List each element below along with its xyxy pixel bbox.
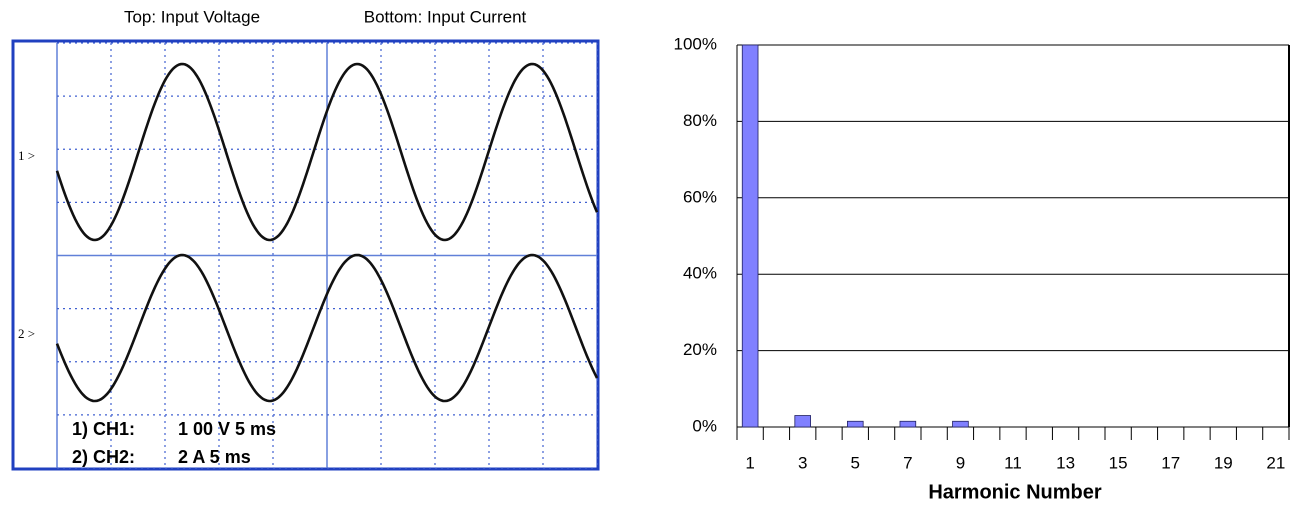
x-tick-label: 17	[1161, 453, 1180, 472]
x-tick-label: 11	[1004, 453, 1022, 472]
channel-label: 2) CH2:	[72, 447, 135, 467]
x-tick-label: 7	[903, 453, 912, 472]
x-axis-title: Harmonic Number	[928, 481, 1102, 503]
channel-label: 1) CH1:	[72, 419, 135, 439]
bar	[741, 44, 759, 428]
bar	[952, 420, 969, 428]
x-tick-label: 19	[1214, 453, 1233, 472]
bar	[847, 420, 864, 428]
x-tick-label: 15	[1109, 453, 1128, 472]
x-tick-label: 1	[745, 453, 754, 472]
channel-marker: 1 >	[18, 148, 35, 163]
y-tick-label: 20%	[683, 340, 717, 359]
channel-setting: 1 00 V 5 ms	[178, 419, 276, 439]
current-trace	[55, 253, 599, 403]
harmonic-chart: Harmonic Number 0%20%40%60%80%100%1 3 5 7 9 1…	[674, 34, 1290, 503]
y-tick-label: 0%	[692, 416, 717, 435]
channel-marker: 2 >	[18, 326, 35, 341]
x-tick-label: 21	[1266, 453, 1285, 472]
scope-caption: Bottom: Input Current	[364, 7, 527, 26]
scope-caption: Top: Input Voltage	[124, 7, 260, 26]
x-tick-label: 3	[798, 453, 807, 472]
voltage-trace	[55, 62, 599, 242]
y-tick-label: 40%	[683, 264, 717, 283]
channel-setting: 2 A 5 ms	[178, 447, 251, 467]
x-tick-label: 5	[851, 453, 860, 472]
x-tick-label: 9	[956, 453, 965, 472]
y-tick-label: 60%	[683, 187, 717, 206]
oscilloscope	[11, 39, 600, 471]
y-tick-label: 100%	[674, 34, 717, 53]
y-tick-label: 80%	[683, 111, 717, 130]
bar	[899, 420, 917, 428]
x-tick-label: 13	[1056, 453, 1075, 472]
bar	[794, 415, 811, 428]
